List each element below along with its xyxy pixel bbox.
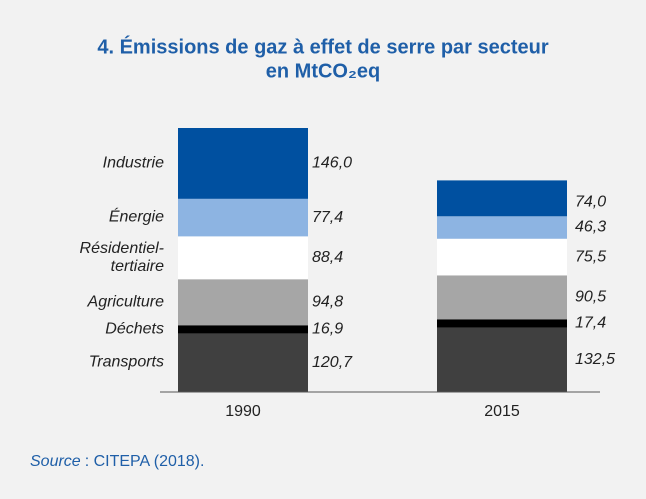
chart-title: 4. Émissions de gaz à effet de serre par… (97, 35, 549, 58)
bar-segment (178, 236, 308, 280)
value-label: 75,5 (575, 248, 606, 265)
legend-label-line: Transports (89, 354, 164, 371)
source-label: Source (30, 453, 81, 470)
legend-label: Transports (89, 354, 164, 371)
value-label: 88,4 (312, 249, 343, 266)
value-label: 46,3 (575, 219, 606, 236)
value-label: 74,0 (575, 194, 606, 211)
bar-segment (437, 327, 567, 392)
legend-label-line: Agriculture (87, 293, 165, 310)
source-text: : CITEPA (2018). (85, 453, 205, 470)
bar-segment (178, 198, 308, 237)
value-label: 146,0 (312, 155, 352, 172)
legend-label-line: Déchets (105, 321, 164, 338)
legend-label: Industrie (103, 155, 164, 172)
legend-label: Déchets (105, 321, 164, 338)
legend-label: Énergie (109, 207, 164, 226)
bar-segment (437, 238, 567, 276)
bar-segment (437, 180, 567, 217)
bar-segment (178, 128, 308, 199)
chart-title: en MtCO₂eq (266, 60, 380, 82)
value-label: 94,8 (312, 293, 343, 310)
bar-segment (437, 216, 567, 239)
legend-label: Résidentiel-tertiaire (80, 240, 165, 275)
legend-label: Agriculture (87, 293, 165, 310)
bar-segment (437, 275, 567, 320)
value-label: 17,4 (575, 315, 606, 332)
bar-segment (178, 325, 308, 334)
value-label: 16,9 (312, 321, 343, 338)
bar-segment (178, 333, 308, 392)
legend-label-line: Résidentiel- (80, 240, 164, 257)
legend-label-line: Énergie (109, 207, 164, 226)
source: Source: CITEPA (2018). (30, 453, 204, 470)
legend-label-line: Industrie (103, 155, 164, 172)
bar-segment (437, 319, 567, 328)
bar-segment (178, 279, 308, 326)
legend-label-line: tertiaire (111, 258, 164, 275)
value-label: 132,5 (575, 351, 615, 368)
value-label: 90,5 (575, 289, 606, 306)
value-label: 77,4 (312, 209, 343, 226)
value-label: 120,7 (312, 354, 353, 371)
x-tick-label: 2015 (484, 403, 520, 420)
x-tick-label: 1990 (225, 403, 261, 420)
